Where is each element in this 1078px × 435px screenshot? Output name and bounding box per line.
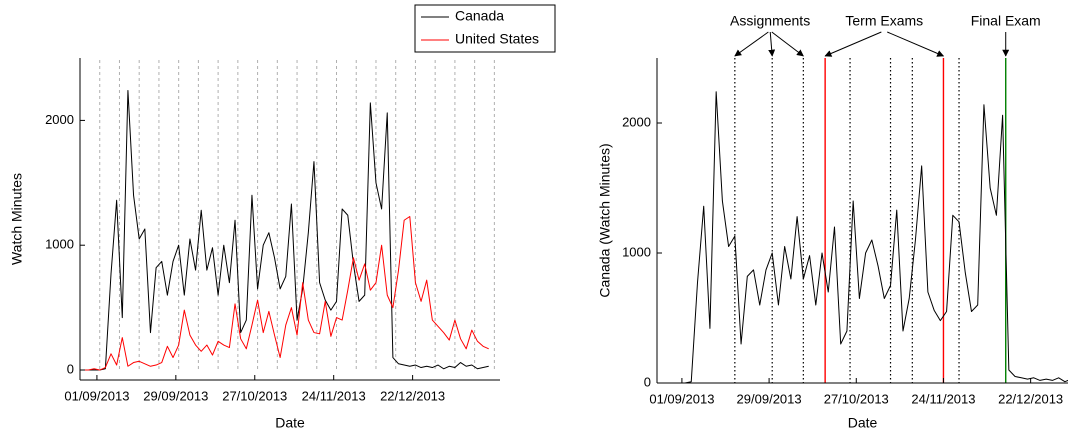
x-tick-label: 29/09/2013	[737, 391, 802, 406]
legend-label: United States	[455, 31, 539, 47]
y-axis-label: Canada (Watch Minutes)	[597, 143, 613, 297]
x-axis-label: Date	[848, 415, 878, 431]
x-tick-label: 27/10/2013	[222, 388, 287, 403]
y-tick-label: 0	[644, 374, 651, 389]
x-tick-label: 22/12/2013	[998, 391, 1063, 406]
event-arrow	[768, 31, 776, 57]
plot-area	[82, 60, 495, 371]
x-tick-label: 27/10/2013	[824, 391, 889, 406]
event-arrow	[887, 31, 945, 57]
event-label: Term Exams	[845, 13, 923, 29]
series-line	[666, 91, 1068, 384]
legend-label: Canada	[455, 8, 504, 24]
event-label: Final Exam	[971, 13, 1041, 29]
x-tick-label: 24/11/2013	[302, 388, 366, 403]
x-axis-label: Date	[275, 415, 305, 431]
event-label: Assignments	[730, 13, 810, 29]
series-line	[82, 216, 489, 371]
legend-box	[414, 4, 556, 53]
y-tick-label: 2000	[45, 112, 74, 127]
y-tick-label: 1000	[622, 244, 651, 259]
y-tick-label: 1000	[45, 237, 74, 252]
x-tick-label: 29/09/2013	[143, 388, 208, 403]
event-arrow	[824, 31, 882, 57]
x-tick-label: 22/12/2013	[380, 388, 445, 403]
y-tick-label: 2000	[622, 114, 651, 129]
y-tick-label: 0	[67, 361, 74, 376]
x-tick-label: 01/09/2013	[64, 388, 129, 403]
x-tick-label: 01/09/2013	[649, 391, 714, 406]
y-axis-label: Watch Minutes	[9, 173, 25, 265]
series-line	[82, 89, 489, 371]
event-arrow	[771, 31, 804, 57]
plot-area	[666, 58, 1068, 384]
x-tick-label: 24/11/2013	[911, 391, 975, 406]
event-arrow	[734, 31, 769, 57]
